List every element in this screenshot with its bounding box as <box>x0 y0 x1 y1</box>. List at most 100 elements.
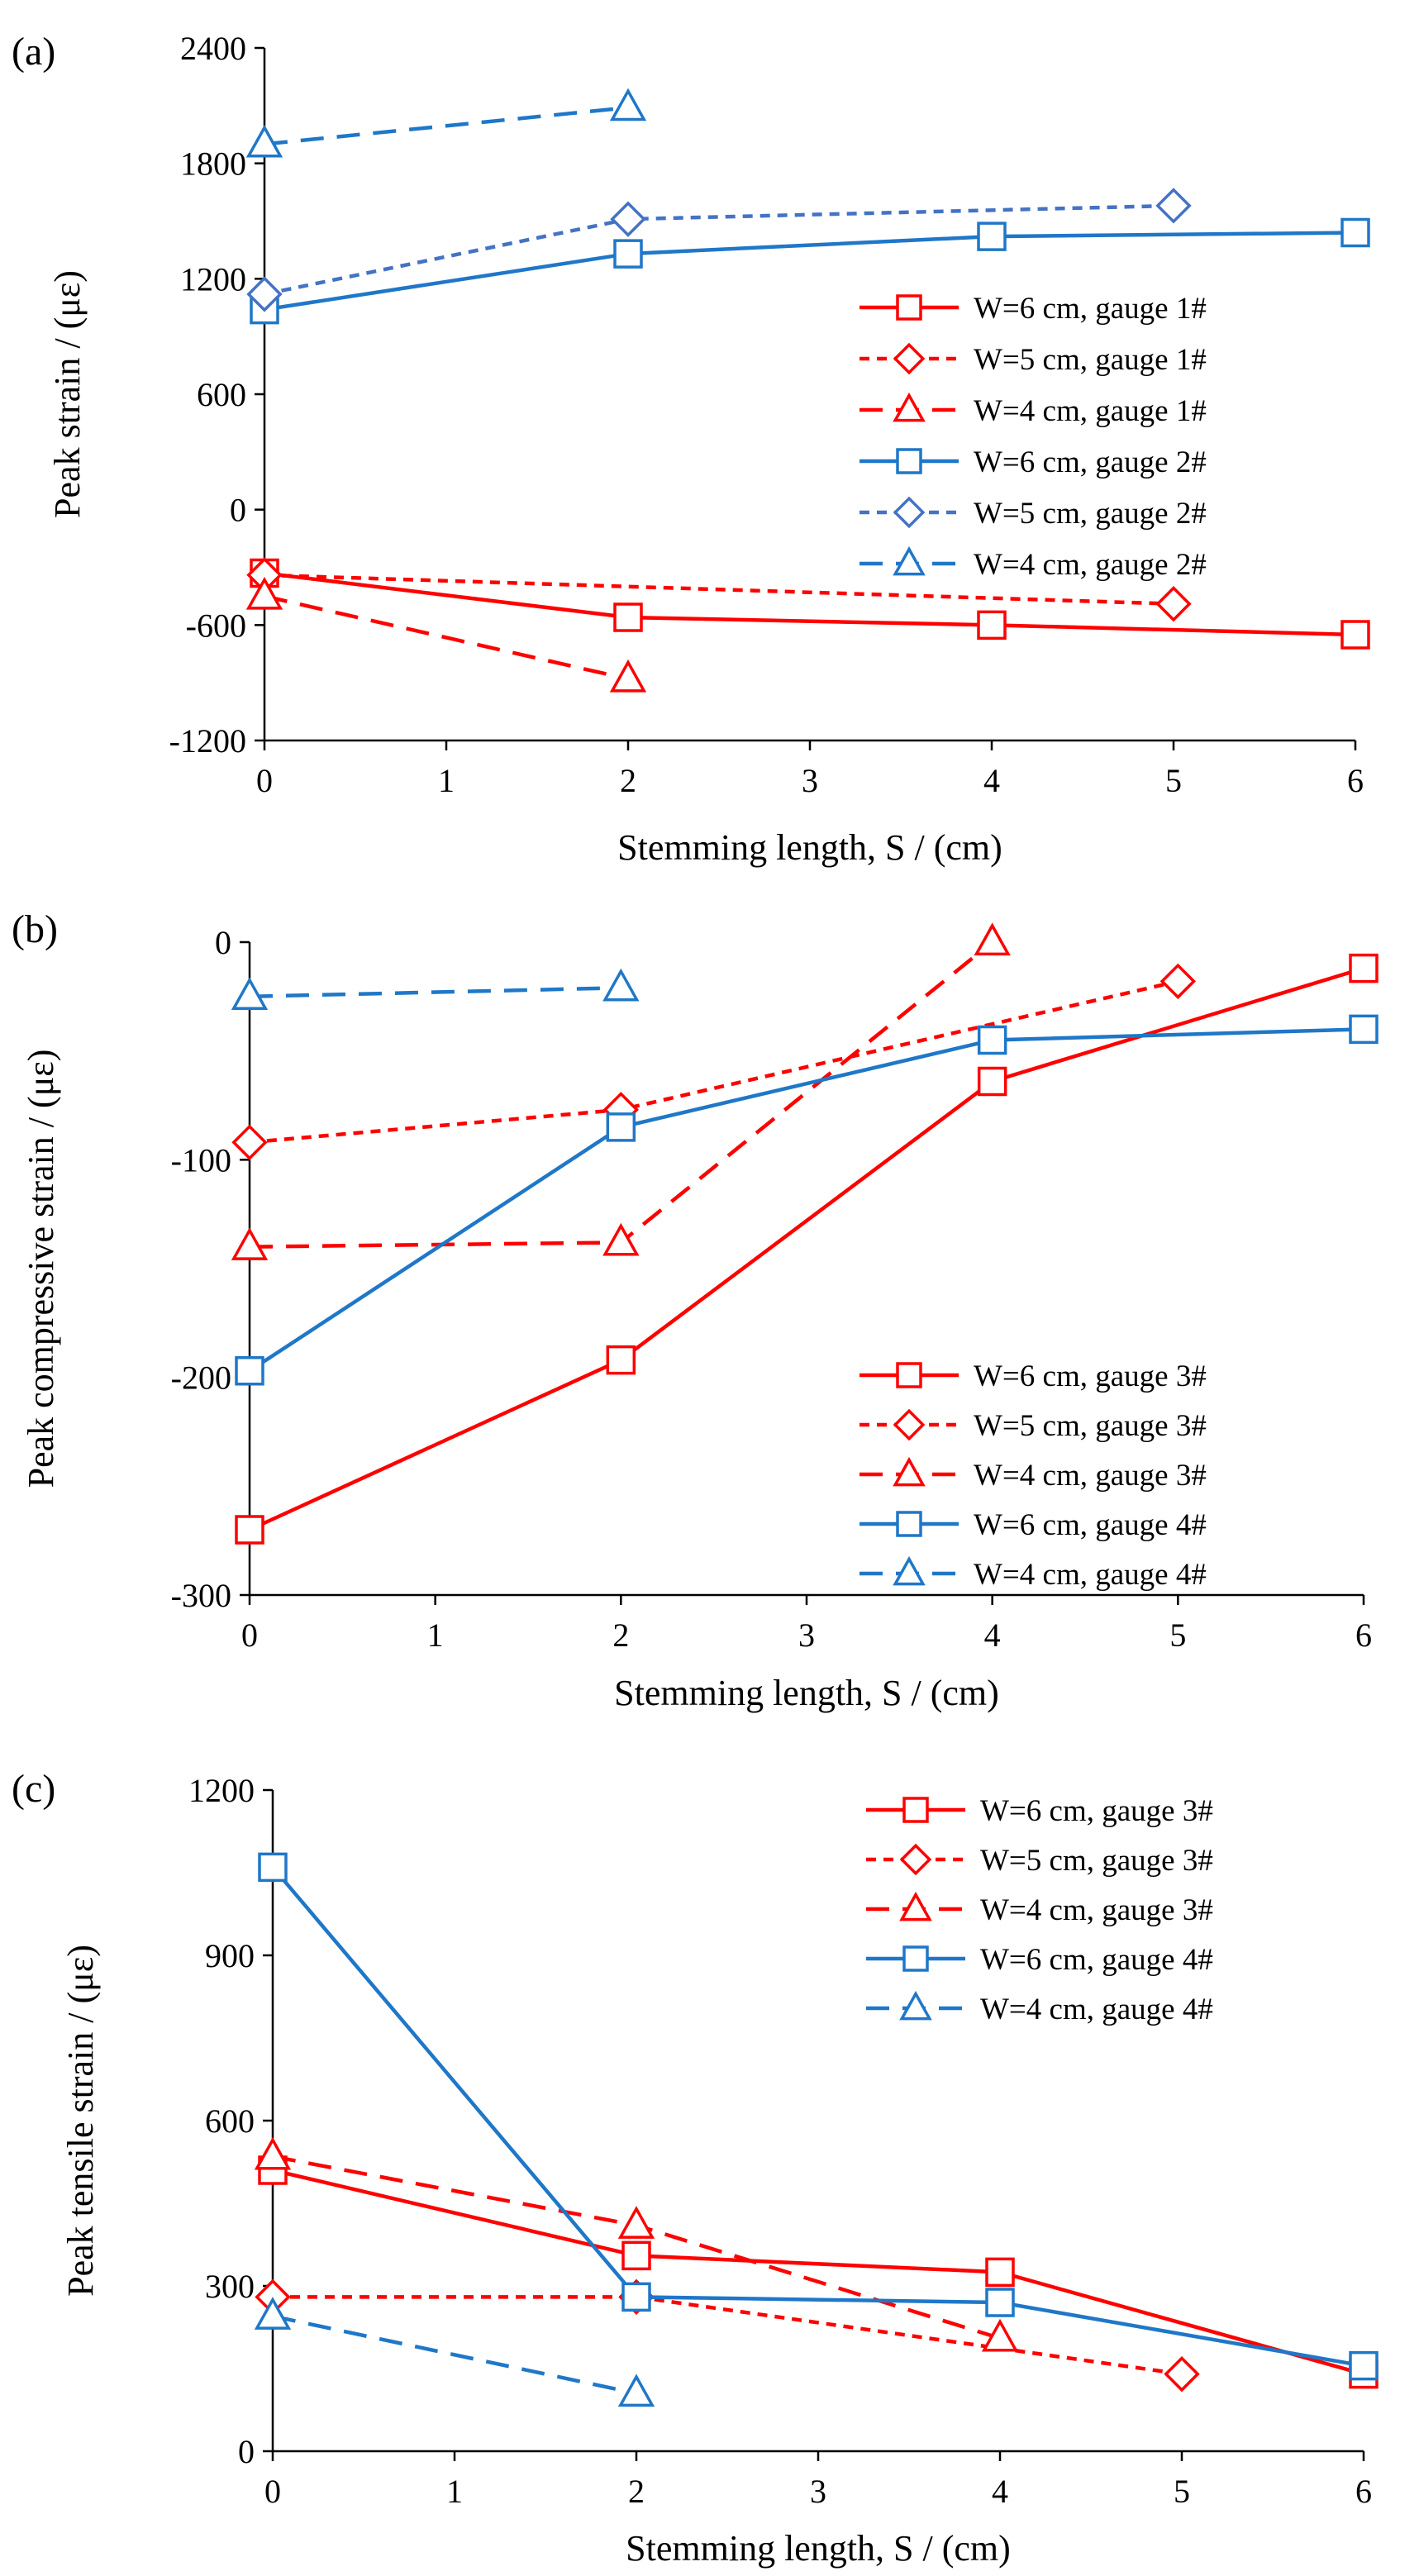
x-tick-label: 5 <box>1165 762 1182 799</box>
data-point <box>1164 2355 1200 2393</box>
legend-label: W=6 cm, gauge 3# <box>974 1359 1207 1393</box>
x-tick-label: 5 <box>1174 2473 1190 2510</box>
data-point <box>985 2288 1015 2317</box>
data-point <box>231 977 269 1010</box>
series-5: W=5 cm, gauge 2# <box>246 188 1207 531</box>
x-axis-title: Stemming length, S / (cm) <box>614 1673 999 1713</box>
y-tick-label: 2400 <box>180 30 246 67</box>
data-point <box>245 576 283 610</box>
series-2: W=5 cm, gauge 3# <box>231 963 1207 1443</box>
legend-marker <box>896 1362 922 1388</box>
x-tick-label: 6 <box>1355 1617 1372 1654</box>
legend-marker <box>893 392 926 422</box>
data-point <box>985 2257 1015 2288</box>
legend-marker <box>896 448 922 474</box>
series-line <box>249 986 621 999</box>
data-point <box>235 1356 264 1386</box>
y-tick-label: -300 <box>171 1577 231 1614</box>
series-1: W=6 cm, gauge 3# <box>235 953 1379 1545</box>
data-point <box>617 2374 655 2407</box>
legend-marker <box>896 1511 922 1537</box>
data-point <box>617 2206 655 2239</box>
y-tick-label: 1200 <box>180 260 246 298</box>
legend-label: W=4 cm, gauge 3# <box>974 1459 1207 1493</box>
series-line <box>271 1865 1364 2368</box>
data-point <box>1340 217 1370 248</box>
data-point <box>606 1112 636 1142</box>
chart-panel-2: (b) -300 -200 -100 0 0 1 2 3 4 5 6 Stemming length, … <box>12 907 1379 1713</box>
data-point <box>977 221 1007 251</box>
series-line <box>248 1027 1364 1373</box>
data-point <box>1349 953 1379 983</box>
y-tick-label: -100 <box>171 1141 231 1178</box>
series-line <box>264 571 1356 637</box>
data-point <box>1340 620 1370 650</box>
data-point <box>1155 586 1192 622</box>
panel-label: (a) <box>12 30 55 74</box>
data-point <box>258 1852 288 1883</box>
x-tick-label: 4 <box>984 1617 1001 1654</box>
x-tick-label: 1 <box>438 762 455 799</box>
y-tick-label: 300 <box>205 2268 255 2305</box>
legend-label: W=5 cm, gauge 1# <box>974 343 1207 377</box>
legend-marker <box>896 294 922 321</box>
legend-label: W=4 cm, gauge 1# <box>974 394 1207 428</box>
legend-marker <box>899 1843 932 1876</box>
legend-label: W=6 cm, gauge 4# <box>980 1943 1213 1977</box>
x-tick-label: 1 <box>446 2473 463 2510</box>
x-axis-title: Stemming length, S / (cm) <box>626 2528 1011 2569</box>
legend-marker <box>893 1555 926 1586</box>
panel-label: (b) <box>12 907 58 951</box>
data-point <box>606 1345 636 1375</box>
series-3: W=4 cm, gauge 1# <box>245 392 1207 693</box>
series-4: W=6 cm, gauge 4# <box>235 1014 1379 1542</box>
legend-label: W=6 cm, gauge 2# <box>974 445 1207 479</box>
data-point <box>609 659 647 693</box>
data-point <box>235 1515 264 1545</box>
legend-label: W=5 cm, gauge 3# <box>980 1844 1213 1878</box>
data-point <box>1349 2350 1379 2381</box>
data-point <box>231 1227 269 1260</box>
x-tick-label: 0 <box>241 1617 258 1654</box>
y-tick-label: -200 <box>171 1359 231 1397</box>
series-5: W=4 cm, gauge 4# <box>231 968 1207 1592</box>
data-point <box>1155 188 1192 224</box>
series-line <box>264 594 629 681</box>
data-point <box>610 201 646 237</box>
series-2: W=5 cm, gauge 1# <box>246 342 1207 622</box>
series-line <box>249 979 1179 1145</box>
y-tick-label: 600 <box>205 2102 255 2140</box>
y-tick-label: 0 <box>238 2433 255 2470</box>
y-tick-label: 0 <box>230 492 246 529</box>
series-line <box>272 2168 1364 2376</box>
legend-marker <box>893 1456 926 1487</box>
data-point <box>231 1124 268 1160</box>
panel-label: (c) <box>12 1767 55 1811</box>
series-5: W=4 cm, gauge 4# <box>254 1990 1213 2407</box>
series-6: W=4 cm, gauge 2# <box>245 88 1207 582</box>
data-point <box>602 1222 640 1256</box>
legend-marker <box>893 342 926 375</box>
legend-label: W=4 cm, gauge 3# <box>980 1893 1213 1927</box>
legend-label: W=6 cm, gauge 4# <box>974 1508 1207 1542</box>
y-tick-label: 600 <box>197 376 246 413</box>
y-tick-label: -600 <box>186 607 246 644</box>
series-line <box>264 231 1356 312</box>
x-tick-label: 3 <box>798 1617 815 1654</box>
data-point <box>621 2240 651 2271</box>
y-axis-title: Peak strain / (με) <box>47 270 88 518</box>
y-axis-title: Peak tensile strain / (με) <box>60 1945 101 2297</box>
data-point <box>613 602 643 632</box>
data-point <box>245 124 283 158</box>
series-line <box>264 105 629 146</box>
y-axis-title: Peak compressive strain / (με) <box>21 1050 61 1488</box>
legend-marker <box>893 1408 926 1441</box>
series-3: W=4 cm, gauge 3# <box>231 922 1207 1493</box>
series-4: W=6 cm, gauge 2# <box>250 217 1370 479</box>
data-point <box>613 239 643 269</box>
series-1: W=6 cm, gauge 3# <box>258 1794 1379 2389</box>
x-tick-label: 3 <box>802 762 818 799</box>
legend-marker <box>893 545 926 576</box>
series-4: W=6 cm, gauge 4# <box>258 1852 1379 2381</box>
